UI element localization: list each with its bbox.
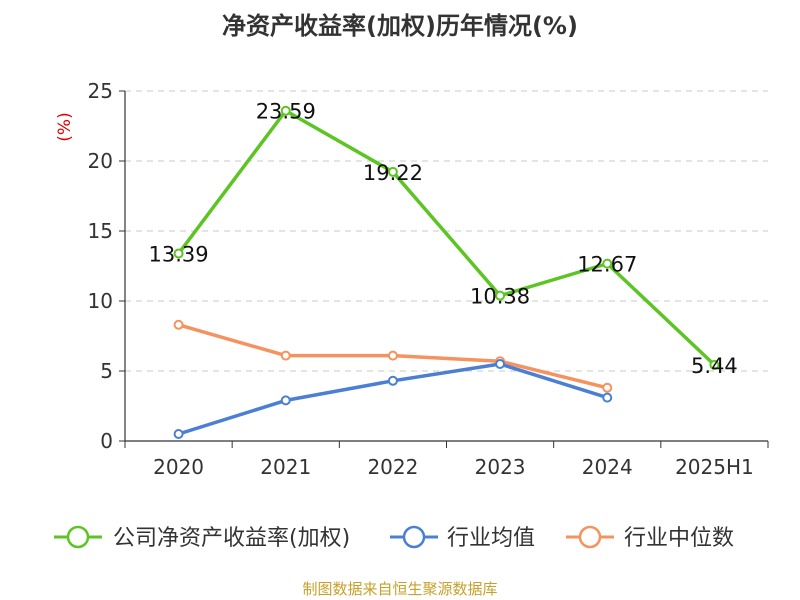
y-axis-label: (%) [55, 112, 75, 141]
legend-label: 行业均值 [447, 526, 535, 551]
data-point[interactable] [495, 290, 506, 301]
data-point[interactable] [495, 359, 506, 369]
gridlines [125, 90, 768, 372]
legend-label: 公司净资产收益率(加权) [113, 526, 350, 551]
y-tick-label: 25 [88, 79, 113, 103]
legend-item[interactable]: 行业中位数 [566, 525, 734, 551]
data-point[interactable] [709, 359, 720, 370]
x-tick-label: 2022 [367, 455, 418, 479]
x-tick-label: 2023 [475, 455, 526, 479]
data-point[interactable] [280, 350, 291, 361]
series-line [177, 108, 716, 367]
data-label: 13.39 [149, 243, 209, 267]
series-lines [173, 105, 720, 439]
data-point[interactable] [173, 319, 184, 330]
x-tick-label: 2024 [582, 455, 633, 479]
legend-item[interactable]: 公司净资产收益率(加权) [54, 525, 350, 551]
data-point[interactable] [602, 382, 613, 393]
chart-title: 净资产收益率(加权)历年情况(%) [222, 12, 578, 40]
data-point[interactable] [602, 392, 613, 403]
y-tick-label: 5 [100, 359, 113, 383]
legend-swatch-marker [66, 525, 90, 549]
data-point[interactable] [602, 258, 613, 269]
data-label: 23.59 [256, 100, 316, 124]
y-tick-label: 0 [100, 429, 113, 453]
y-tick-label: 15 [88, 219, 113, 243]
data-labels: 13.39 23.59 19.22 10.38 12.67 5.44 [149, 100, 738, 378]
data-label: 10.38 [470, 285, 530, 309]
series-line [178, 362, 608, 436]
data-point[interactable] [387, 166, 398, 177]
legend[interactable]: 公司净资产收益率(加权) 行业均值 行业中位数 [54, 525, 734, 551]
data-point[interactable] [173, 248, 184, 259]
x-tick-label: 2025H1 [675, 455, 754, 479]
legend-swatch-marker [402, 525, 426, 549]
data-point[interactable] [387, 350, 398, 361]
data-label: 12.67 [577, 253, 637, 277]
y-tick-label: 10 [88, 289, 113, 313]
legend-swatch-marker [578, 525, 602, 549]
data-label: 19.22 [363, 161, 423, 185]
legend-item[interactable]: 行业均值 [390, 525, 535, 551]
data-point[interactable] [173, 429, 184, 439]
y-tick-label: 20 [88, 149, 113, 173]
x-tick-label: 2021 [260, 455, 311, 479]
legend-label: 行业中位数 [624, 526, 734, 551]
data-label: 5.44 [691, 354, 738, 378]
data-point[interactable] [280, 105, 291, 116]
data-point[interactable] [280, 395, 291, 406]
data-point[interactable] [387, 375, 398, 386]
axes: 0 5 10 15 20 25 2020 2021 2022 2023 2024 2025H1 [88, 79, 769, 479]
x-tick-label: 2020 [153, 455, 204, 479]
source-note: 制图数据来自恒生聚源数据库 [302, 580, 498, 598]
